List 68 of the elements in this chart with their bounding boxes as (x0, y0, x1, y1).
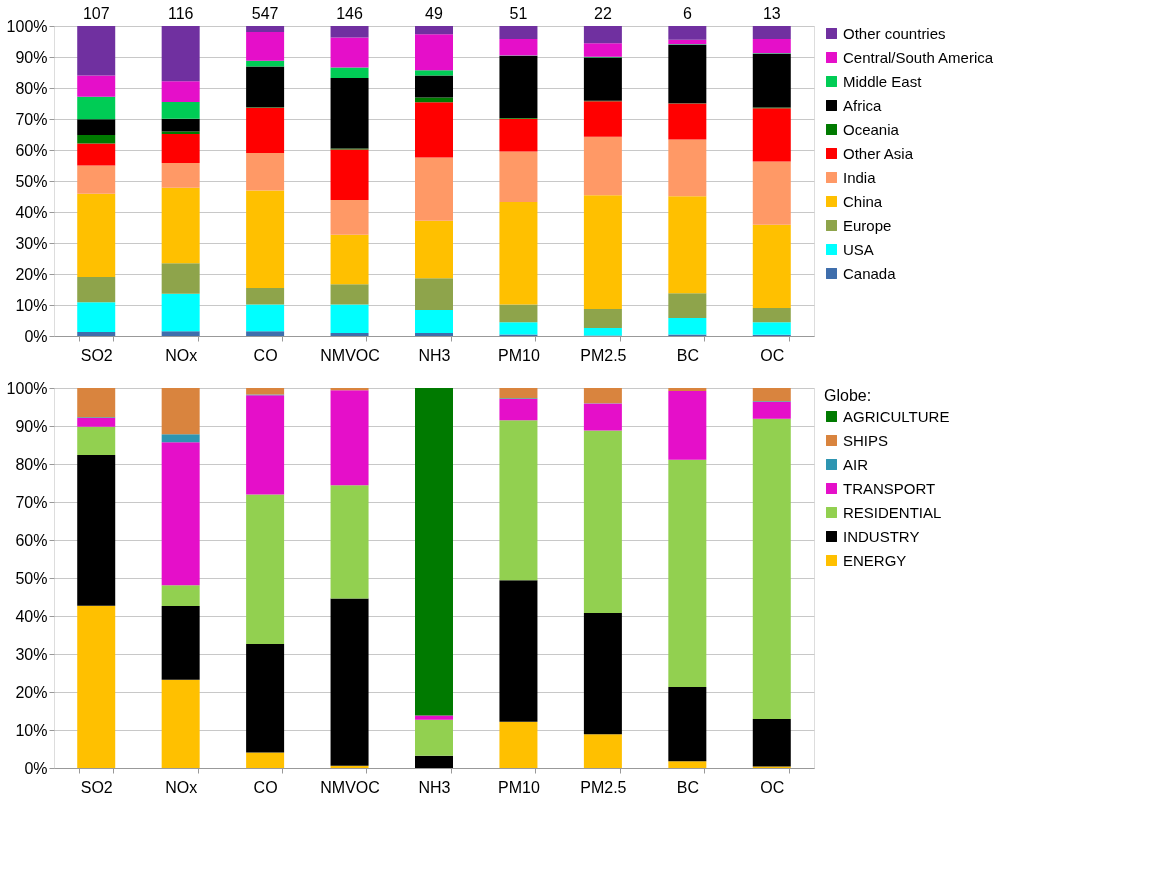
y-tick-label: 100% (6, 379, 48, 397)
annotation: 146 (336, 5, 363, 22)
legend-label: Oceania (843, 120, 900, 138)
y-tick-label: 90% (15, 48, 48, 66)
y-tick-label: 50% (15, 172, 48, 190)
y-tick-label: 10% (15, 721, 48, 739)
x-tick-label: PM2.5 (580, 346, 627, 364)
legend-label: SHIPS (843, 431, 889, 449)
annotation: 49 (425, 5, 443, 22)
legend-label: Central/South America (843, 48, 994, 66)
y-tick-label: 60% (15, 141, 48, 159)
legend-label: AGRICULTURE (843, 407, 950, 425)
x-tick-label: BC (676, 346, 699, 364)
y-tick-label: 100% (6, 17, 48, 35)
x-tick-label: BC (676, 778, 699, 796)
x-tick-label: PM10 (498, 778, 540, 796)
legend-label: RESIDENTIAL (843, 503, 942, 521)
legend-label: Other Asia (843, 144, 914, 162)
y-tick-label: 30% (15, 645, 48, 663)
x-tick-label: OC (760, 778, 785, 796)
y-tick-label: 90% (15, 417, 48, 435)
y-tick-label: 80% (15, 79, 48, 97)
x-tick-label: CO (253, 346, 278, 364)
legend-label: USA (843, 240, 874, 258)
x-tick-label: PM10 (498, 346, 540, 364)
legend-label: Europe (843, 216, 892, 234)
x-tick-label: OC (760, 346, 785, 364)
legend-label: Canada (843, 264, 897, 282)
annotation: 13 (762, 5, 781, 22)
y-tick-label: 10% (15, 296, 48, 314)
legend-label: INDUSTRY (843, 527, 920, 545)
legend-label: TRANSPORT (843, 479, 936, 497)
legend-title: Globe: (824, 387, 872, 404)
annotation: 107 (82, 5, 110, 22)
x-tick-label: CO (253, 778, 278, 796)
y-tick-label: 40% (15, 607, 48, 625)
annotation: 51 (509, 5, 528, 22)
x-tick-label: SO2 (80, 778, 113, 796)
annotation: 22 (593, 5, 612, 22)
y-tick-label: 70% (15, 493, 48, 511)
y-tick-label: 30% (15, 234, 48, 252)
annotation: 6 (682, 5, 692, 22)
y-tick-label: 40% (15, 203, 48, 221)
y-tick-label: 20% (15, 683, 48, 701)
x-tick-label: NMVOC (320, 778, 380, 796)
legend-label: India (843, 168, 877, 186)
legend-label: AIR (843, 455, 869, 473)
legend-label: Other countries (843, 24, 946, 42)
x-tick-label: NOx (165, 778, 198, 796)
y-tick-label: 70% (15, 110, 48, 128)
y-tick-label: 0% (24, 759, 48, 777)
y-tick-label: 20% (15, 265, 48, 283)
x-tick-label: SO2 (80, 346, 113, 364)
legend-label: Africa (843, 96, 882, 114)
y-tick-label: 80% (15, 455, 48, 473)
y-tick-label: 0% (24, 327, 48, 345)
legend-label: Middle East (843, 72, 923, 90)
x-tick-label: NH3 (418, 778, 451, 796)
x-tick-label: NOx (165, 346, 198, 364)
x-tick-label: PM2.5 (580, 778, 627, 796)
x-tick-label: NH3 (418, 346, 451, 364)
legend-label: China (843, 192, 883, 210)
x-tick-label: NMVOC (320, 346, 380, 364)
annotation: 116 (167, 5, 194, 22)
annotation: 547 (251, 5, 279, 22)
y-tick-label: 60% (15, 531, 48, 549)
legend-label: ENERGY (843, 551, 907, 569)
y-tick-label: 50% (15, 569, 48, 587)
